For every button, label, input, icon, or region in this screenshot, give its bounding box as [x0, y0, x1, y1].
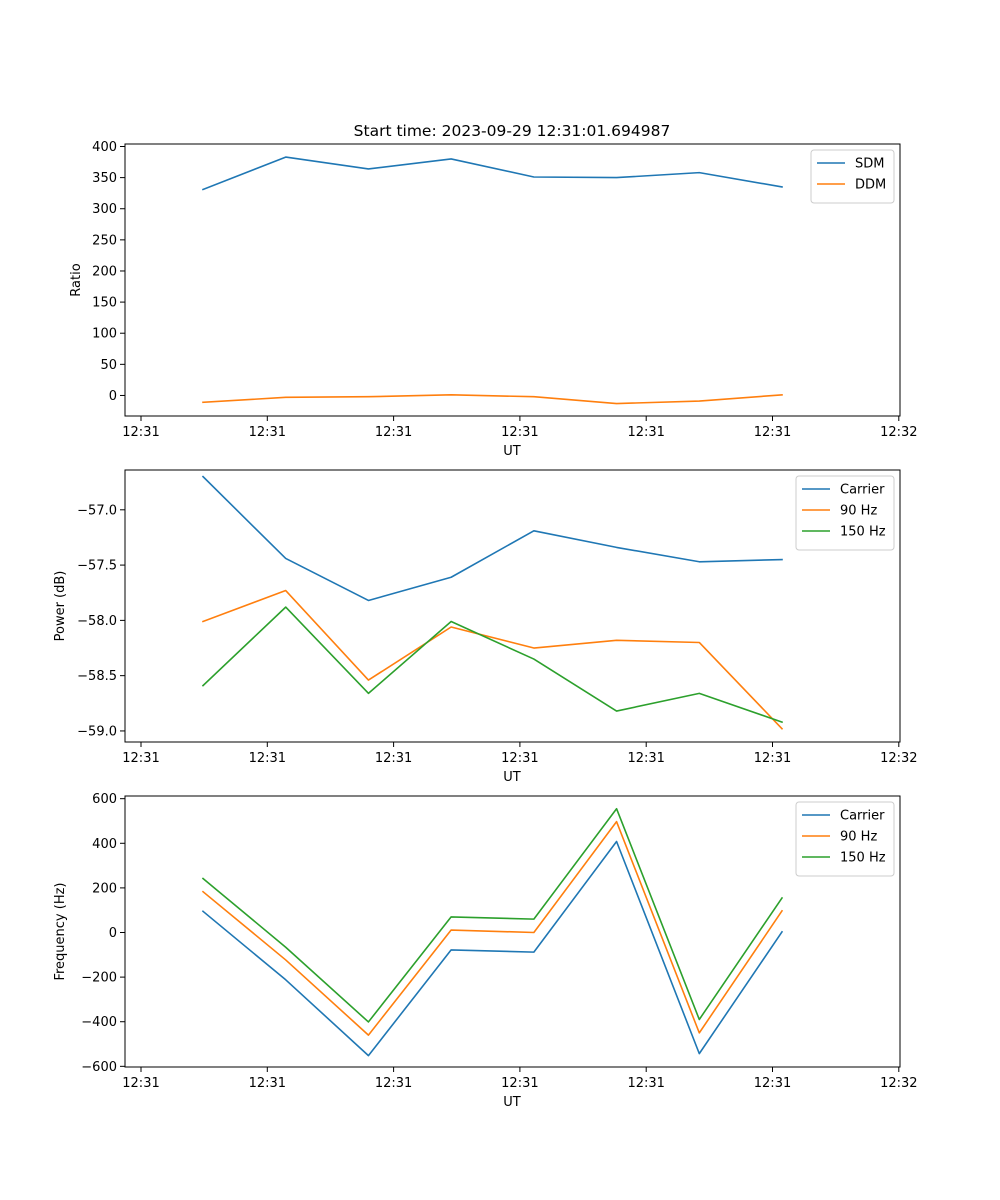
- legend-entry: 90 Hz: [840, 504, 877, 519]
- series-line-carrier: [201, 475, 783, 602]
- x-tick-label: 12:31: [122, 1076, 159, 1091]
- x-tick-label: 12:31: [754, 425, 791, 440]
- series-line-90-hz: [201, 820, 784, 1036]
- y-tick-label: −59.0: [77, 724, 117, 739]
- x-axis-label: UT: [503, 444, 521, 459]
- axes-frame: [124, 469, 901, 743]
- y-tick-label: 0: [109, 926, 117, 941]
- legend-entry: 90 Hz: [840, 830, 877, 845]
- legend: Carrier 90 Hz 150 Hz: [795, 801, 895, 877]
- x-tick-label: 12:31: [754, 751, 791, 766]
- y-tick-label: −57.5: [77, 559, 117, 574]
- legend: Carrier 90 Hz 150 Hz: [795, 475, 895, 551]
- y-tick-label: 150: [92, 296, 117, 311]
- x-axis-label: UT: [503, 1095, 521, 1110]
- y-tick-label: −57.0: [77, 503, 117, 518]
- legend-entry: Carrier: [840, 809, 885, 824]
- legend-entry: DDM: [855, 178, 886, 193]
- y-tick-label: −58.0: [77, 614, 117, 629]
- y-tick-label: −400: [81, 1015, 117, 1030]
- x-tick-label: 12:31: [375, 751, 412, 766]
- x-tick-label: 12:31: [249, 425, 286, 440]
- series-line-carrier: [201, 840, 784, 1057]
- subplot-1: 12:31 12:31 12:31 12:31 12:31 12:31 12:32 0 50 10…: [69, 140, 918, 459]
- subplot-2: 12:31 12:31 12:31 12:31 12:31 12:31 12:32 −59.0…: [53, 469, 918, 785]
- y-axis-label: Power (dB): [53, 571, 68, 642]
- subplot-3: 12:31 12:31 12:31 12:31 12:31 12:31 12:32 −600 −…: [53, 792, 918, 1110]
- y-tick-label: 50: [100, 358, 117, 373]
- x-tick-label: 12:32: [880, 425, 917, 440]
- y-tick-label: −58.5: [77, 669, 117, 684]
- x-tick-label: 12:31: [754, 1076, 791, 1091]
- legend-entry: SDM: [855, 157, 884, 172]
- y-tick-label: 200: [92, 264, 117, 279]
- series-line-sdm: [201, 156, 783, 191]
- y-tick-label: 400: [92, 140, 117, 155]
- y-tick-label: 200: [92, 881, 117, 896]
- figure-title: Start time: 2023-09-29 12:31:01.694987: [354, 122, 671, 140]
- legend-entry: 150 Hz: [840, 851, 886, 866]
- y-tick-label: 250: [92, 233, 117, 248]
- x-axis-label: UT: [503, 770, 521, 785]
- y-tick-label: −600: [81, 1060, 117, 1075]
- y-tick-label: 400: [92, 837, 117, 852]
- x-tick-label: 12:31: [501, 751, 538, 766]
- subplots: 12:31 12:31 12:31 12:31 12:31 12:31 12:32 0 50 10…: [53, 140, 918, 1110]
- y-axis-label: Ratio: [69, 263, 84, 296]
- x-tick-label: 12:31: [122, 425, 159, 440]
- x-tick-label: 12:31: [627, 1076, 664, 1091]
- x-tick-label: 12:31: [375, 425, 412, 440]
- x-tick-label: 12:31: [249, 751, 286, 766]
- y-tick-label: 300: [92, 202, 117, 217]
- x-tick-label: 12:31: [627, 425, 664, 440]
- x-tick-label: 12:31: [501, 1076, 538, 1091]
- y-tick-label: 350: [92, 171, 117, 186]
- y-tick-label: 100: [92, 327, 117, 342]
- x-tick-label: 12:31: [249, 1076, 286, 1091]
- y-tick-label: 600: [92, 792, 117, 807]
- series-line-90-hz: [201, 589, 784, 730]
- x-tick-label: 12:31: [627, 751, 664, 766]
- y-axis-label: Frequency (Hz): [53, 882, 68, 980]
- x-tick-label: 12:32: [880, 751, 917, 766]
- legend-entry: Carrier: [840, 483, 885, 498]
- x-tick-label: 12:32: [880, 1076, 917, 1091]
- series-line-150-hz: [201, 807, 784, 1023]
- x-tick-label: 12:31: [501, 425, 538, 440]
- axes-frame: [124, 143, 901, 417]
- legend: SDM DDM: [810, 149, 895, 204]
- y-tick-label: −200: [81, 971, 117, 986]
- series-line-150-hz: [201, 606, 784, 724]
- x-tick-label: 12:31: [122, 751, 159, 766]
- series-line-ddm: [202, 393, 783, 405]
- legend-entry: 150 Hz: [840, 525, 886, 540]
- y-tick-label: 0: [109, 389, 117, 404]
- axes-frame: [124, 795, 901, 1068]
- x-tick-label: 12:31: [375, 1076, 412, 1091]
